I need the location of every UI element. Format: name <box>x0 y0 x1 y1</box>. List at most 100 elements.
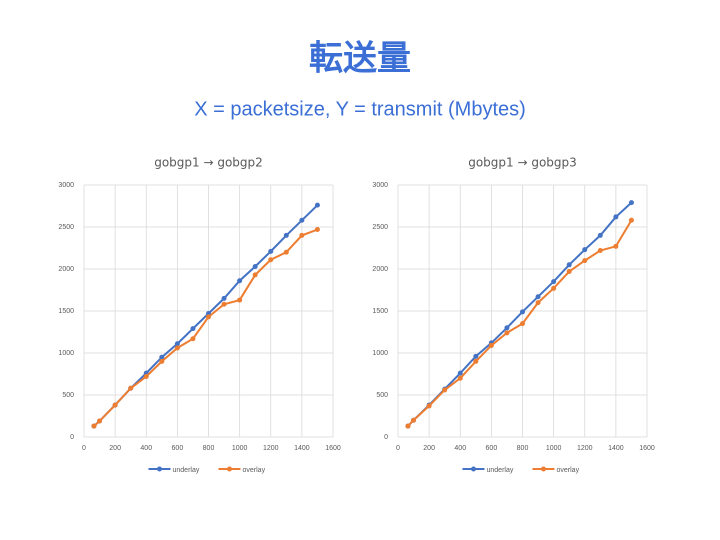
data-point <box>582 247 588 253</box>
data-point <box>597 248 603 254</box>
data-point <box>520 321 525 327</box>
x-tick-label: 1600 <box>325 445 341 452</box>
data-point <box>159 354 165 360</box>
x-tick-label: 1400 <box>294 445 310 452</box>
x-tick-label: 200 <box>109 445 121 452</box>
data-point <box>190 336 196 342</box>
x-tick-label: 1200 <box>577 445 593 452</box>
data-point <box>159 358 165 364</box>
x-tick-label: 800 <box>203 445 215 452</box>
chart-title: gobgp1 → gobgp2 <box>154 156 263 170</box>
legend-marker <box>227 466 232 472</box>
data-point <box>566 269 572 275</box>
data-point <box>190 326 196 332</box>
data-point <box>237 278 243 284</box>
data-point <box>283 249 289 255</box>
data-point <box>535 294 541 300</box>
data-point <box>299 217 305 223</box>
y-tick-label: 3000 <box>58 182 74 189</box>
data-point <box>91 423 97 429</box>
x-tick-label: 0 <box>82 445 86 452</box>
y-tick-label: 1000 <box>372 350 388 357</box>
y-tick-label: 2000 <box>58 266 74 273</box>
data-point <box>221 295 227 301</box>
y-tick-label: 0 <box>70 434 74 441</box>
data-point <box>488 342 494 348</box>
legend-label: overlay <box>557 467 580 474</box>
data-point <box>405 423 411 429</box>
y-tick-label: 2500 <box>372 224 388 231</box>
x-tick-label: 600 <box>486 445 498 452</box>
chart: gobgp1 → gobgp2 0 500 1000 1500 2000 2500 3000 0… <box>58 156 340 474</box>
data-point <box>174 341 180 347</box>
series-line <box>407 219 633 427</box>
y-tick-label: 1000 <box>58 350 74 357</box>
data-point <box>128 385 134 391</box>
data-point <box>628 217 634 223</box>
data-point <box>299 232 305 238</box>
data-point <box>268 248 274 254</box>
x-tick-label: 800 <box>517 445 529 452</box>
y-tick-label: 2000 <box>372 266 388 273</box>
data-point <box>504 325 510 331</box>
legend-marker <box>541 466 546 472</box>
y-tick-label: 500 <box>62 392 74 399</box>
data-point <box>237 297 243 303</box>
slide-title: 転送量 <box>309 39 411 79</box>
data-point <box>97 418 103 424</box>
y-tick-label: 2500 <box>58 224 74 231</box>
data-point <box>613 243 619 249</box>
x-tick-label: 400 <box>454 445 466 452</box>
data-point <box>143 374 149 380</box>
x-tick-label: 0 <box>396 445 400 452</box>
x-tick-label: 1200 <box>263 445 279 452</box>
x-tick-label: 600 <box>172 445 184 452</box>
data-point <box>112 402 118 408</box>
data-point <box>252 263 258 269</box>
legend-label: underlay <box>487 467 514 474</box>
data-point <box>426 403 432 409</box>
data-point <box>174 345 180 351</box>
data-point <box>551 285 557 291</box>
x-tick-label: 200 <box>423 445 435 452</box>
chart: gobgp1 → gobgp3 0 500 1000 1500 2000 2500 3000 0… <box>372 156 654 474</box>
x-tick-label: 1600 <box>639 445 655 452</box>
data-point <box>442 387 448 393</box>
legend-marker <box>471 466 476 472</box>
y-tick-label: 3000 <box>372 182 388 189</box>
data-point <box>457 370 463 376</box>
data-point <box>314 227 320 233</box>
data-point <box>520 309 525 315</box>
data-point <box>566 262 572 268</box>
y-tick-label: 500 <box>376 392 388 399</box>
data-point <box>283 232 289 238</box>
x-tick-label: 1000 <box>546 445 562 452</box>
chart-title: gobgp1 → gobgp3 <box>468 156 577 170</box>
x-tick-label: 400 <box>140 445 152 452</box>
data-point <box>597 232 603 238</box>
data-point <box>551 279 557 285</box>
data-point <box>457 375 463 381</box>
data-point <box>252 272 258 278</box>
y-tick-label: 1500 <box>372 308 388 315</box>
data-point <box>221 301 227 307</box>
data-point <box>613 214 619 220</box>
legend-marker <box>157 466 162 472</box>
data-point <box>628 200 634 206</box>
data-point <box>504 330 510 336</box>
data-point <box>473 353 479 359</box>
x-tick-label: 1400 <box>608 445 624 452</box>
slide-subtitle: X = packetsize, Y = transmit (Mbytes) <box>194 98 526 120</box>
data-point <box>535 300 541 306</box>
legend-label: overlay <box>243 467 266 474</box>
data-point <box>473 358 479 364</box>
legend-label: underlay <box>173 467 200 474</box>
series-line <box>93 228 318 427</box>
data-point <box>314 202 320 208</box>
y-tick-label: 1500 <box>58 308 74 315</box>
data-point <box>411 417 417 423</box>
y-tick-label: 0 <box>384 434 388 441</box>
data-point <box>268 257 274 263</box>
